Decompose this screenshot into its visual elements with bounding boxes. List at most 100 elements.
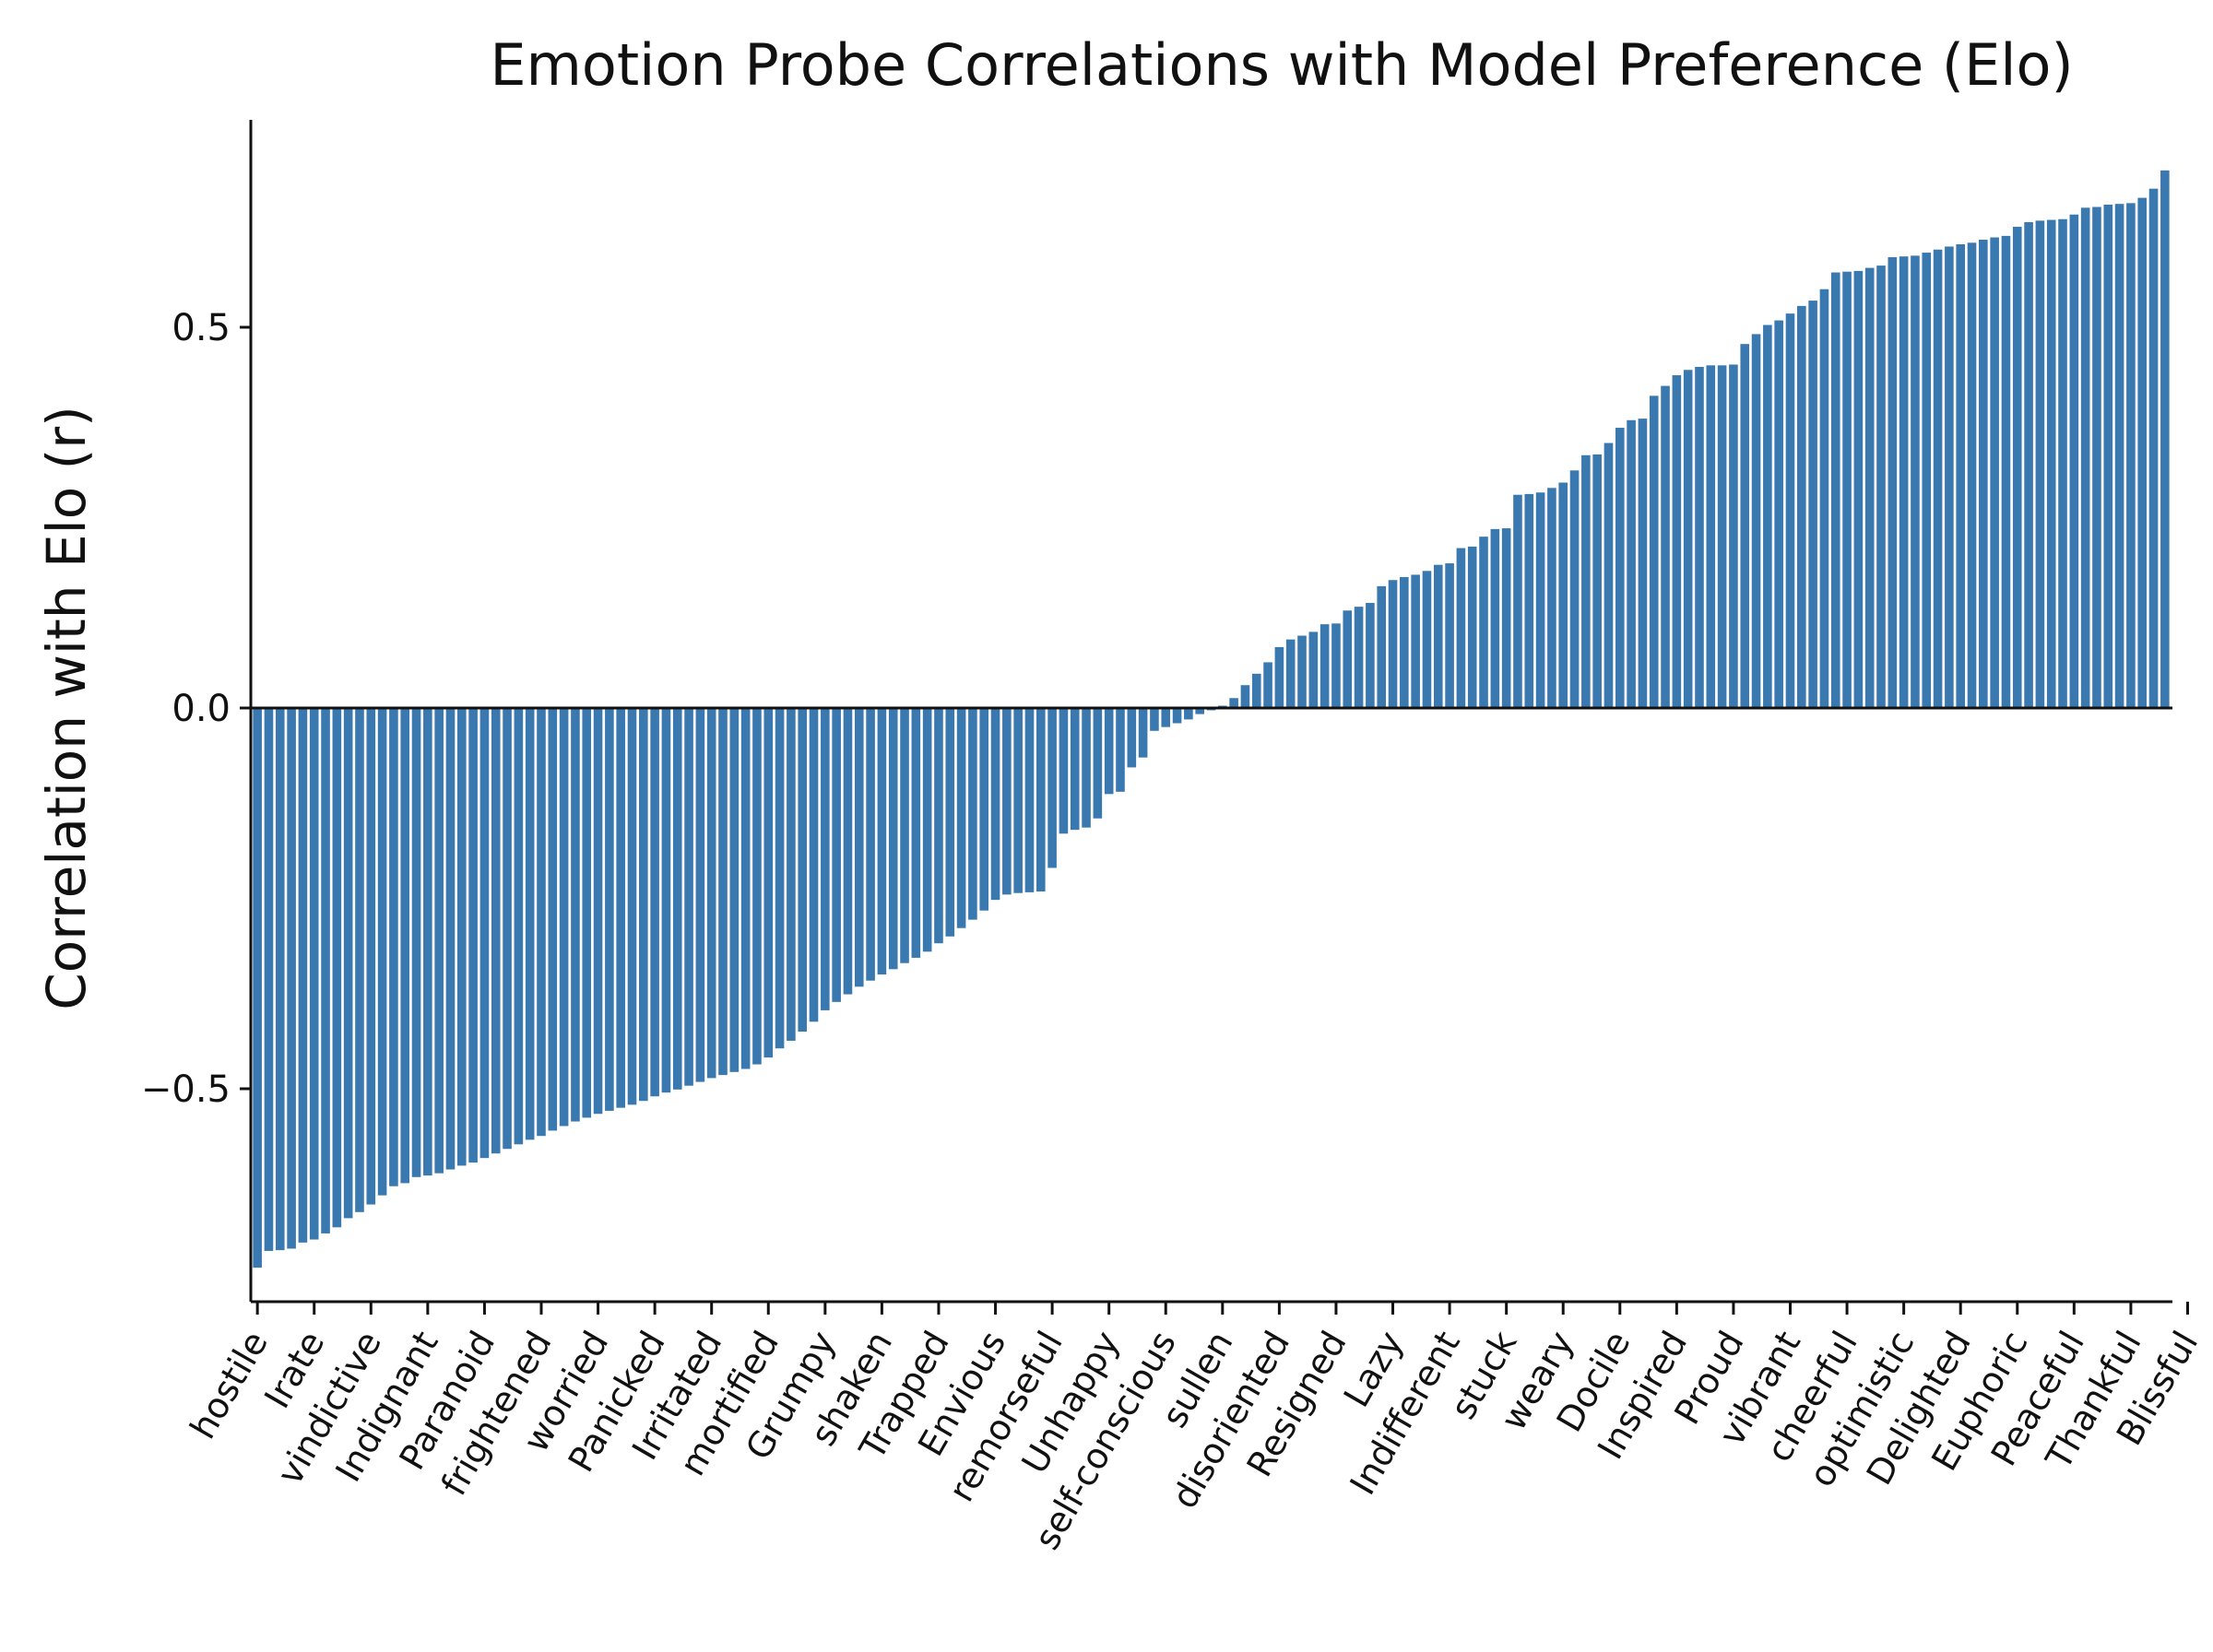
bar (264, 708, 274, 1251)
bar (479, 708, 490, 1159)
bar (2114, 204, 2124, 708)
bar (503, 708, 512, 1150)
bar (650, 708, 659, 1097)
bar (1047, 708, 1057, 868)
bar (1161, 708, 1171, 727)
bar (1400, 576, 1409, 708)
bar (343, 708, 353, 1219)
bar (968, 708, 977, 920)
bar (1070, 708, 1080, 831)
bar (1411, 574, 1420, 708)
bar (1581, 454, 1591, 708)
bar (718, 708, 728, 1076)
bar (1547, 488, 1556, 708)
bar (866, 708, 875, 981)
bar (1933, 249, 1943, 708)
bar (1683, 370, 1693, 708)
bar (468, 708, 478, 1163)
bar (1819, 289, 1829, 708)
bar (706, 708, 716, 1079)
chart-title: Emotion Probe Correlations with Model Pr… (490, 31, 2073, 99)
bar (1535, 492, 1545, 708)
bar (877, 708, 887, 975)
bar (729, 708, 740, 1072)
y-axis-label: Correlation with Elo (r) (35, 406, 98, 1010)
bar (945, 708, 955, 937)
bar (639, 708, 648, 1102)
bar (321, 708, 330, 1233)
bar (1956, 243, 1965, 708)
bar (1501, 528, 1511, 708)
bar (1706, 365, 1716, 708)
bar (1569, 470, 1580, 708)
bar (1967, 242, 1977, 708)
bar (2126, 203, 2136, 709)
bar (1751, 334, 1761, 708)
bar (763, 708, 774, 1058)
bar (1320, 624, 1330, 708)
bar (1864, 267, 1875, 708)
bar (1797, 305, 1806, 708)
y-tick-label: 0.0 (172, 688, 231, 730)
bar (411, 708, 421, 1177)
bar (1479, 537, 1488, 708)
bar (1774, 320, 1783, 708)
bar (275, 708, 285, 1251)
bar (934, 708, 943, 944)
y-tick-label: −0.5 (141, 1068, 231, 1111)
bar (1638, 419, 1648, 708)
bar (775, 708, 785, 1049)
bar (1592, 454, 1602, 708)
bar (1945, 246, 1954, 708)
bar (537, 708, 546, 1137)
bar (1354, 607, 1364, 708)
bar (1308, 631, 1319, 708)
bar (1456, 548, 1466, 708)
bar (355, 708, 364, 1212)
bar (1524, 493, 1534, 708)
bar (525, 708, 535, 1140)
bar (1899, 256, 1909, 708)
bar (752, 708, 762, 1065)
bar (1082, 708, 1091, 828)
bar (1366, 603, 1375, 708)
bar (2046, 219, 2056, 708)
bar (2092, 206, 2101, 709)
bar (1853, 270, 1864, 708)
bar (1740, 344, 1750, 708)
bar (377, 708, 387, 1196)
bar (1513, 494, 1522, 708)
bar (2035, 220, 2045, 709)
bar (2024, 222, 2033, 708)
bar (1422, 571, 1432, 708)
bar (1184, 708, 1193, 720)
bar (1013, 708, 1023, 893)
bar (548, 708, 558, 1131)
bar (1195, 708, 1204, 714)
bar (1490, 528, 1500, 708)
bar (1433, 564, 1443, 708)
bar (616, 708, 625, 1108)
bar (911, 708, 921, 958)
bar (1150, 708, 1159, 731)
bar (605, 708, 614, 1111)
bar (514, 708, 524, 1145)
bar (2001, 235, 2011, 708)
bar (2080, 207, 2090, 708)
bar (2103, 205, 2113, 708)
bar (366, 708, 376, 1205)
bar (1808, 301, 1817, 708)
bar (1002, 708, 1012, 895)
bar (1343, 610, 1353, 708)
bar (1445, 563, 1454, 708)
bar (1979, 240, 1988, 708)
bar (1059, 708, 1069, 834)
bar (809, 708, 819, 1022)
bar (559, 708, 569, 1127)
bar (1558, 482, 1568, 708)
bar (1729, 364, 1738, 708)
bar (400, 708, 410, 1184)
bar (1467, 546, 1477, 708)
bar (1240, 685, 1250, 708)
bar (1377, 585, 1386, 708)
